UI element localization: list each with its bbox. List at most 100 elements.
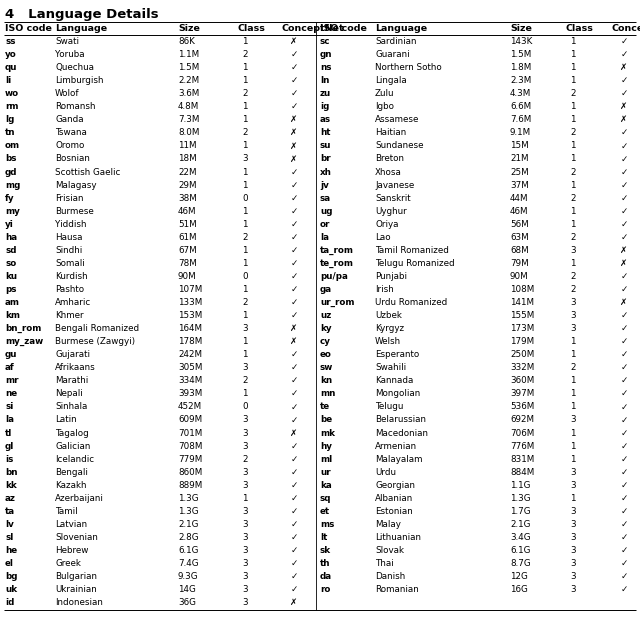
Text: Sinhala: Sinhala: [55, 402, 88, 412]
Text: th: th: [320, 559, 330, 568]
Text: ht: ht: [320, 128, 330, 138]
Text: 2: 2: [570, 285, 576, 294]
Text: 3: 3: [242, 481, 248, 490]
Text: 7.4G: 7.4G: [178, 559, 198, 568]
Text: Armenian: Armenian: [375, 442, 417, 450]
Text: ✓: ✓: [620, 337, 628, 346]
Text: sc: sc: [320, 37, 330, 46]
Text: 1.5M: 1.5M: [510, 50, 531, 59]
Text: ✗: ✗: [291, 115, 298, 124]
Text: 3: 3: [242, 507, 248, 516]
Text: ✓: ✓: [620, 285, 628, 294]
Text: Class: Class: [565, 24, 593, 33]
Text: 1: 1: [243, 494, 248, 503]
Text: Sanskrit: Sanskrit: [375, 194, 411, 202]
Text: 3: 3: [570, 324, 576, 333]
Text: Kurdish: Kurdish: [55, 272, 88, 281]
Text: ConceptNet: ConceptNet: [282, 24, 344, 33]
Text: Swahili: Swahili: [375, 363, 406, 372]
Text: Language: Language: [375, 24, 427, 33]
Text: qu: qu: [5, 63, 17, 72]
Text: ✓: ✓: [620, 389, 628, 399]
Text: Malagasy: Malagasy: [55, 181, 97, 189]
Text: mn: mn: [320, 389, 335, 399]
Text: rm: rm: [5, 102, 19, 111]
Text: 25M: 25M: [510, 168, 529, 176]
Text: ✓: ✓: [620, 128, 628, 138]
Text: yo: yo: [5, 50, 17, 59]
Text: 360M: 360M: [510, 376, 534, 386]
Text: 1: 1: [243, 37, 248, 46]
Text: ✓: ✓: [291, 350, 298, 359]
Text: id: id: [5, 598, 14, 607]
Text: 108M: 108M: [510, 285, 534, 294]
Text: mk: mk: [320, 429, 335, 437]
Text: Azerbaijani: Azerbaijani: [55, 494, 104, 503]
Text: Hausa: Hausa: [55, 233, 83, 242]
Text: ✓: ✓: [620, 402, 628, 412]
Text: ✓: ✓: [620, 481, 628, 490]
Text: 1: 1: [570, 429, 576, 437]
Text: 46M: 46M: [178, 207, 196, 216]
Text: 6.1G: 6.1G: [178, 546, 198, 555]
Text: ConceptN: ConceptN: [612, 24, 640, 33]
Text: 2: 2: [243, 128, 248, 138]
Text: br: br: [320, 154, 331, 164]
Text: 1: 1: [243, 311, 248, 320]
Text: mr: mr: [5, 376, 19, 386]
Text: 3: 3: [570, 298, 576, 307]
Text: Zulu: Zulu: [375, 89, 394, 98]
Text: 2: 2: [243, 455, 248, 463]
Text: 2: 2: [570, 194, 576, 202]
Text: 1: 1: [570, 337, 576, 346]
Text: Burmese (Zawgyi): Burmese (Zawgyi): [55, 337, 135, 346]
Text: uk: uk: [5, 585, 17, 594]
Text: 8.0M: 8.0M: [178, 128, 200, 138]
Text: ISO code: ISO code: [320, 24, 367, 33]
Text: ✓: ✓: [291, 168, 298, 176]
Text: 250M: 250M: [510, 350, 534, 359]
Text: Sundanese: Sundanese: [375, 141, 424, 151]
Text: ✓: ✓: [291, 494, 298, 503]
Text: 173M: 173M: [510, 324, 534, 333]
Text: ✓: ✓: [620, 363, 628, 372]
Text: ✓: ✓: [291, 507, 298, 516]
Text: 779M: 779M: [178, 455, 202, 463]
Text: or: or: [320, 220, 330, 229]
Text: Lithuanian: Lithuanian: [375, 533, 421, 542]
Text: 29M: 29M: [178, 181, 196, 189]
Text: Sindhi: Sindhi: [55, 246, 83, 255]
Text: Tamil Romanized: Tamil Romanized: [375, 246, 449, 255]
Text: ✓: ✓: [620, 181, 628, 189]
Text: Lingala: Lingala: [375, 76, 407, 85]
Text: 21M: 21M: [510, 154, 529, 164]
Text: Frisian: Frisian: [55, 194, 83, 202]
Text: 155M: 155M: [510, 311, 534, 320]
Text: 3: 3: [570, 311, 576, 320]
Text: 9.1M: 9.1M: [510, 128, 531, 138]
Text: ig: ig: [320, 102, 330, 111]
Text: Gujarati: Gujarati: [55, 350, 90, 359]
Text: su: su: [320, 141, 332, 151]
Text: 2: 2: [243, 376, 248, 386]
Text: jv: jv: [320, 181, 329, 189]
Text: Somali: Somali: [55, 259, 84, 268]
Text: ✓: ✓: [620, 507, 628, 516]
Text: Slovak: Slovak: [375, 546, 404, 555]
Text: 90M: 90M: [510, 272, 529, 281]
Text: 393M: 393M: [178, 389, 202, 399]
Text: fy: fy: [5, 194, 15, 202]
Text: Latin: Latin: [55, 415, 77, 424]
Text: ✓: ✓: [291, 89, 298, 98]
Text: bn_rom: bn_rom: [5, 324, 42, 333]
Text: 78M: 78M: [178, 259, 196, 268]
Text: ✓: ✓: [291, 298, 298, 307]
Text: 3: 3: [570, 520, 576, 529]
Text: so: so: [5, 259, 16, 268]
Text: kn: kn: [320, 376, 332, 386]
Text: ro: ro: [320, 585, 330, 594]
Text: te_rom: te_rom: [320, 259, 354, 268]
Text: 3: 3: [242, 585, 248, 594]
Text: 1: 1: [570, 63, 576, 72]
Text: ✓: ✓: [620, 429, 628, 437]
